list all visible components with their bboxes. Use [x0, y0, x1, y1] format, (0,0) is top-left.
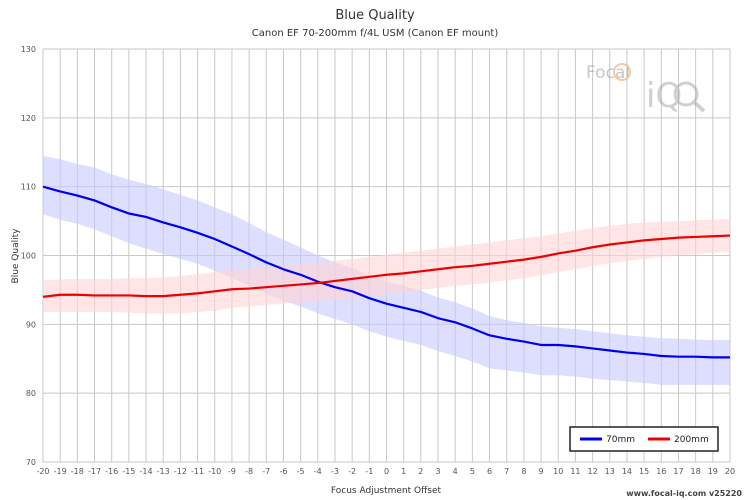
y-tick-labels: 70 80 90 100 110 120 130: [21, 45, 36, 467]
x-tick-label: -12: [174, 467, 187, 476]
x-tick-label: 20: [725, 467, 735, 476]
x-tick-label: -11: [191, 467, 204, 476]
y-tick-label: 130: [21, 45, 36, 54]
x-tick-label: -13: [157, 467, 170, 476]
y-tick-label: 110: [21, 183, 36, 192]
x-tick-label: 14: [622, 467, 632, 476]
x-tick-label: -8: [245, 467, 253, 476]
logo-word-focal: Focal: [586, 63, 630, 83]
x-tick-label: -4: [314, 467, 322, 476]
x-tick-label: 8: [521, 467, 526, 476]
magnifier-handle-icon: [692, 100, 706, 113]
x-tick-label: 6: [487, 467, 492, 476]
series-line-200mm: [42, 234, 731, 298]
x-tick-label: -14: [140, 467, 153, 476]
footer-url: www.focal-iq.com v25220: [626, 489, 742, 498]
x-tick-label: 1: [401, 467, 406, 476]
x-tick-label: 11: [570, 467, 580, 476]
x-tick-label: -10: [208, 467, 221, 476]
magnifier-icon: [673, 81, 699, 107]
x-tick-label: 12: [588, 467, 598, 476]
x-tick-label: -7: [262, 467, 270, 476]
x-tick-label: -1: [365, 467, 373, 476]
x-tick-label: -18: [71, 467, 84, 476]
x-tick-label: -9: [228, 467, 236, 476]
legend: 70mm 200mm: [569, 426, 719, 452]
y-tick-label: 120: [21, 114, 36, 123]
band-200mm: [43, 219, 730, 314]
legend-label-200mm: 200mm: [674, 435, 709, 445]
x-tick-label: 10: [553, 467, 563, 476]
x-tick-label: 7: [504, 467, 509, 476]
chart-subtitle: Canon EF 70-200mm f/4L USM (Canon EF mou…: [252, 28, 499, 39]
y-tick-label: 80: [26, 389, 36, 398]
x-tick-label: -2: [348, 467, 356, 476]
confidence-bands: [43, 155, 730, 385]
x-tick-label: 2: [418, 467, 423, 476]
x-tick-label: 0: [384, 467, 389, 476]
x-tick-label: 15: [639, 467, 649, 476]
y-axis-label: Blue Quality: [11, 228, 21, 284]
x-tick-label: 3: [435, 467, 440, 476]
logo-circle-icon: [613, 63, 631, 81]
x-tick-label: 17: [673, 467, 683, 476]
x-tick-label: 9: [539, 467, 544, 476]
x-tick-label: 13: [605, 467, 615, 476]
x-tick-label: 4: [453, 467, 458, 476]
series-line-70mm: [42, 185, 730, 359]
x-tick-label: -3: [331, 467, 339, 476]
x-tick-label: 19: [708, 467, 718, 476]
x-tick-labels: -20 -19 -18 -17 -16 -15 -14 -13 -12 -11 -10 -9 -8 -7-…: [36, 467, 735, 476]
focal-iq-logo: Focal iQ: [586, 63, 706, 116]
legend-label-70mm: 70mm: [606, 435, 635, 445]
band-70mm: [43, 155, 730, 385]
chart-title: Blue Quality: [335, 8, 415, 23]
series-lines: [42, 185, 731, 359]
logo-word-iq: iQ: [646, 76, 682, 116]
plot-area: -20 -19 -18 -17 -16 -15 -14 -13 -12 -11 -10 -9 -8 -7-…: [21, 45, 735, 476]
x-tick-label: -15: [122, 467, 135, 476]
x-tick-label: -17: [88, 467, 101, 476]
x-tick-label: -20: [36, 467, 49, 476]
x-tick-label: -5: [297, 467, 305, 476]
x-tick-label: -6: [279, 467, 287, 476]
y-tick-label: 90: [26, 320, 36, 329]
x-tick-label: 5: [470, 467, 475, 476]
x-tick-label: 16: [656, 467, 666, 476]
x-tick-label: -16: [105, 467, 118, 476]
x-axis-label: Focus Adjustment Offset: [331, 486, 442, 496]
x-tick-label: -19: [54, 467, 67, 476]
y-tick-label: 100: [21, 252, 36, 261]
y-tick-label: 70: [26, 458, 36, 467]
x-tick-label: 18: [691, 467, 701, 476]
